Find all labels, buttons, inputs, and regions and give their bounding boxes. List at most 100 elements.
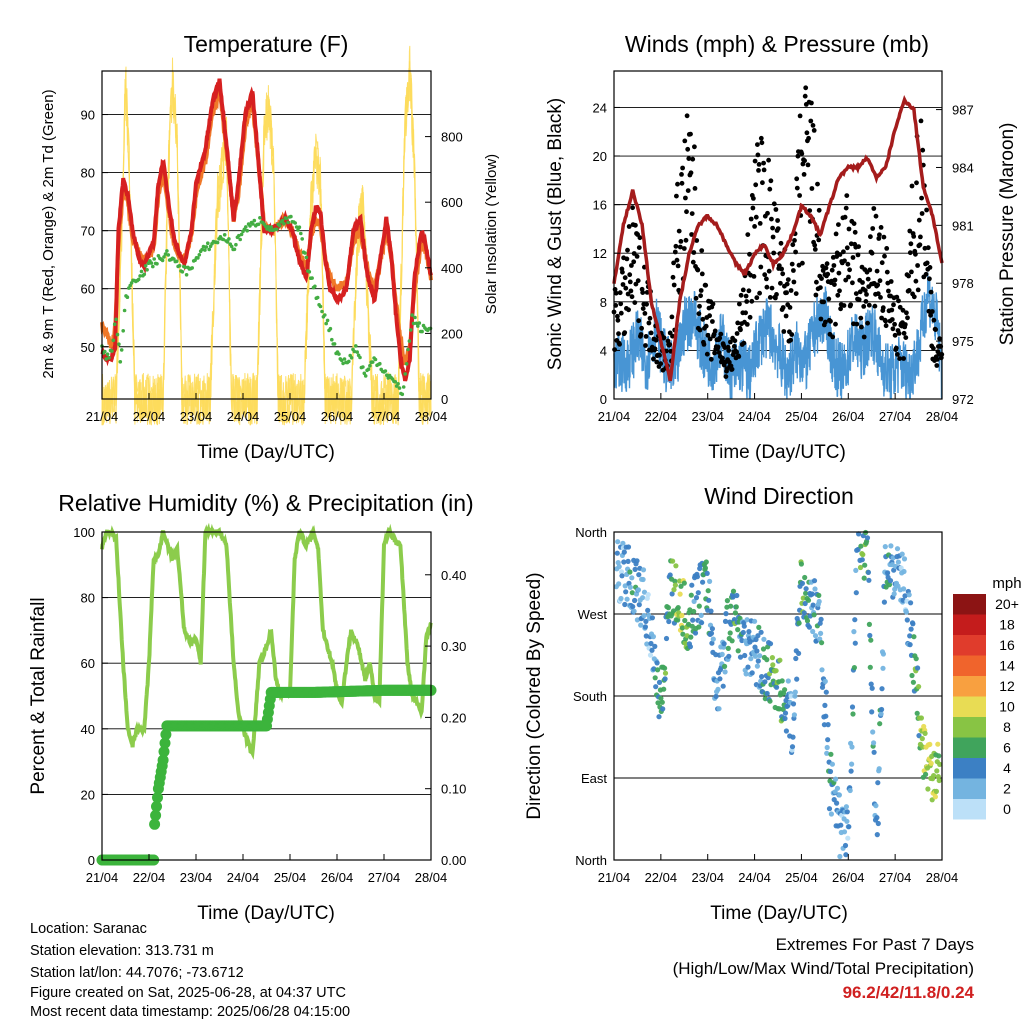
gust-point <box>754 295 760 301</box>
gust-point <box>867 267 873 273</box>
dewpoint-point <box>300 237 305 241</box>
dewpoint-point <box>183 265 187 270</box>
gust-point <box>826 296 832 302</box>
direction-point <box>816 598 822 605</box>
gust-point <box>639 325 644 331</box>
gust-point <box>707 313 712 319</box>
gust-point <box>764 284 770 290</box>
gust-point <box>913 251 918 257</box>
direction-series <box>613 529 943 860</box>
direction-point <box>810 602 816 608</box>
dewpoint-point <box>341 361 345 366</box>
gust-point <box>710 319 715 324</box>
gust-point <box>832 277 838 283</box>
direction-point <box>919 736 925 742</box>
dewpoint-point <box>105 352 110 357</box>
direction-point <box>755 658 761 664</box>
gust-point <box>743 293 749 299</box>
dewpoint-point <box>383 369 388 373</box>
gust-point <box>653 337 659 343</box>
direction-point <box>823 713 829 719</box>
plot-border <box>101 70 432 400</box>
gust-point <box>620 282 626 287</box>
legend-swatch <box>953 717 986 738</box>
direction-point <box>739 637 745 644</box>
direction-point <box>688 634 694 640</box>
y-tick-label: 100 <box>73 525 95 540</box>
dewpoint-point <box>142 272 147 277</box>
gust-point <box>831 263 837 268</box>
direction-point <box>696 603 702 609</box>
direction-point <box>834 785 841 791</box>
direction-point <box>756 624 762 631</box>
direction-point <box>911 634 917 640</box>
legend-swatch <box>953 778 986 799</box>
y-tick-label: West <box>578 607 608 622</box>
dewpoint-point <box>174 259 179 264</box>
direction-point <box>802 574 808 581</box>
dewpoint-point <box>232 247 237 252</box>
gust-point <box>808 118 814 124</box>
y-tick-label: 70 <box>81 224 95 239</box>
gust-point <box>801 172 807 177</box>
direction-point <box>625 544 632 550</box>
direction-point <box>693 595 700 601</box>
direction-point <box>792 689 798 695</box>
gust-point <box>720 355 725 361</box>
gust-point <box>688 131 693 137</box>
gust-point <box>914 180 919 186</box>
gust-point <box>924 207 929 213</box>
gust-point <box>696 311 702 317</box>
gust-point <box>695 267 701 273</box>
gust-point <box>876 236 882 241</box>
direction-point <box>709 626 716 632</box>
dewpoint-point <box>400 392 405 397</box>
x-tick-label: 21/04 <box>598 870 631 885</box>
direction-point <box>717 676 723 682</box>
gust-point <box>634 254 640 259</box>
gust-point <box>640 290 646 295</box>
gust-point <box>697 327 703 333</box>
gust-point <box>667 342 673 347</box>
direction-point <box>670 558 676 564</box>
dewpoint-point <box>410 313 415 317</box>
direction-point <box>874 815 880 821</box>
dewpoint-point <box>149 261 154 265</box>
gust-point <box>844 245 850 251</box>
dewpoint-point <box>349 356 354 360</box>
gust-point <box>771 250 777 256</box>
gust-point <box>767 295 773 300</box>
gust-point <box>685 146 691 152</box>
direction-point <box>793 655 799 662</box>
gust-point <box>858 315 864 321</box>
x-tick-label: 28/04 <box>926 870 959 885</box>
y-tick-label-right: 800 <box>441 130 463 145</box>
gust-point <box>683 237 689 243</box>
gust-point <box>818 285 823 290</box>
gust-point <box>807 208 813 214</box>
gust-point <box>700 316 706 322</box>
y-tick-label: 80 <box>81 591 95 606</box>
direction-point <box>669 591 675 597</box>
temperature-panel: Temperature (F) Time (Day/UTC) 2m & 9m T… <box>40 31 500 463</box>
dewpoint-point <box>145 268 149 272</box>
gust-point <box>793 249 798 255</box>
gust-point <box>674 193 679 199</box>
gust-point <box>838 306 843 312</box>
gust-point <box>805 162 811 168</box>
direction-point <box>899 551 905 557</box>
gust-point <box>851 221 857 227</box>
gust-point <box>651 356 656 362</box>
direction-point <box>827 768 834 775</box>
gust-point <box>635 278 641 284</box>
gust-point <box>901 330 907 336</box>
direction-point <box>648 640 654 647</box>
direction-point <box>915 665 921 671</box>
direction-point <box>633 591 640 597</box>
direction-point <box>700 579 706 585</box>
direction-point <box>638 622 644 628</box>
dewpoint-point <box>324 321 329 326</box>
direction-point <box>848 768 854 774</box>
dewpoint-point <box>411 321 416 326</box>
dewpoint-point <box>206 241 210 245</box>
